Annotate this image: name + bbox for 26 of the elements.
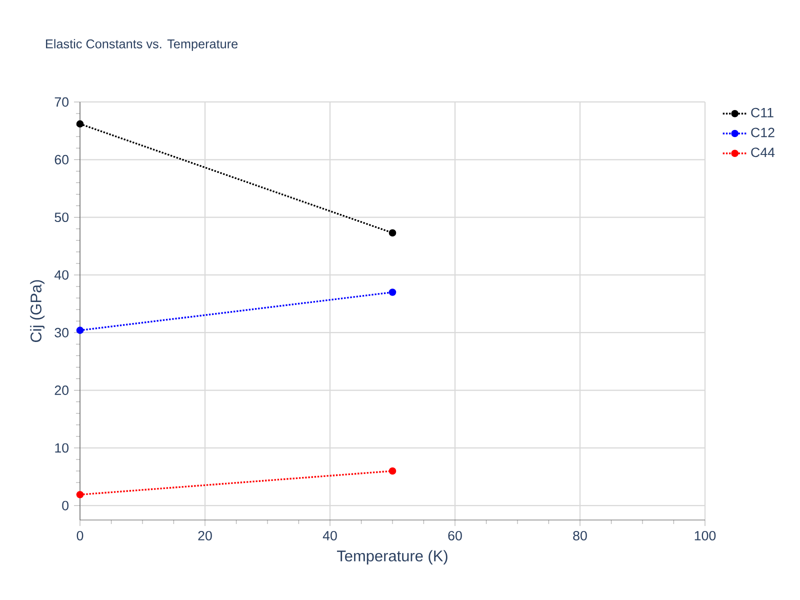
x-tick-label: 80 <box>573 530 587 540</box>
legend-label: C12 <box>751 128 774 138</box>
x-tick-label: 40 <box>322 530 337 540</box>
point <box>388 467 396 475</box>
x-axis-title: Temperature (K) <box>336 550 448 564</box>
point <box>388 288 396 296</box>
x-tick-label: 0 <box>76 530 84 540</box>
y-tick-label: 40 <box>54 270 69 280</box>
y-tick-label: 0 <box>62 500 69 510</box>
legend-label: C11 <box>751 108 774 118</box>
x-tick-label: 20 <box>198 530 212 540</box>
point <box>388 229 396 237</box>
y-tick-label: 50 <box>54 212 69 222</box>
chart-title: Elastic Constants vs. Temperature <box>46 39 238 51</box>
y-tick-label: 60 <box>54 154 69 164</box>
y-axis-title: Cij (GPa) <box>30 280 45 342</box>
point <box>76 120 84 128</box>
y-tick-label: 30 <box>54 328 69 338</box>
y-tick-label: 70 <box>54 97 69 107</box>
point <box>76 326 84 334</box>
x-tick-label: 100 <box>694 530 716 540</box>
y-tick-label: 20 <box>54 386 69 396</box>
x-tick-label: 60 <box>448 530 462 540</box>
point <box>76 490 84 498</box>
legend-label: C44 <box>751 148 775 158</box>
y-tick-label: 10 <box>55 443 69 453</box>
